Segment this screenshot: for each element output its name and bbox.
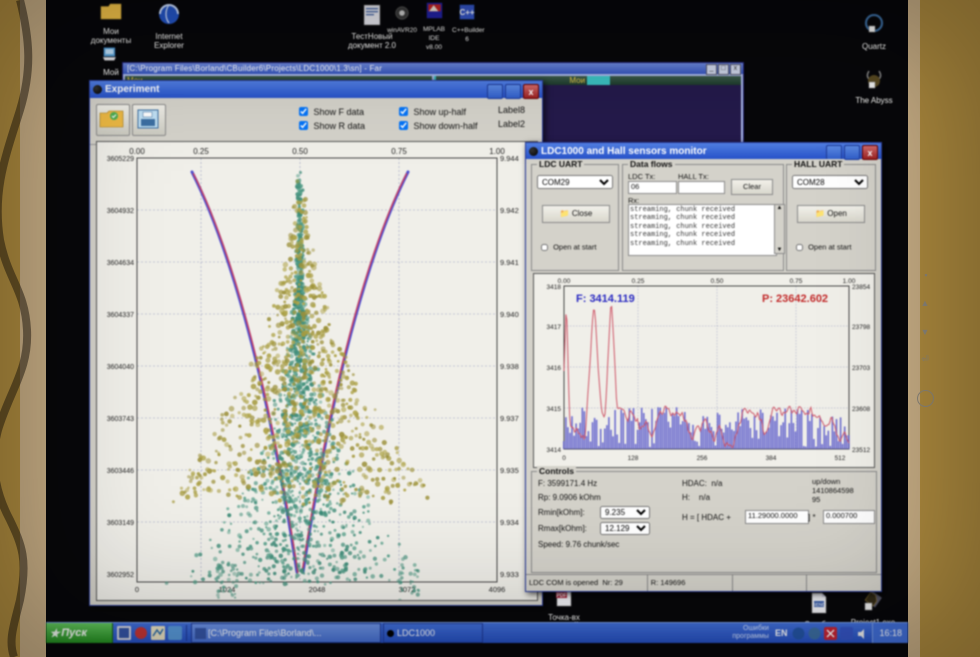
svg-text:SEND: SEND xyxy=(813,602,826,607)
svg-text:3414: 3414 xyxy=(547,447,562,454)
svg-text:0.25: 0.25 xyxy=(193,147,209,156)
svg-text:3604040: 3604040 xyxy=(107,364,134,371)
svg-text:F: 3414.119: F: 3414.119 xyxy=(576,293,635,305)
svg-text:23608: 23608 xyxy=(852,406,870,413)
svg-text:23854: 23854 xyxy=(852,284,870,291)
svg-text:128: 128 xyxy=(628,455,639,462)
svg-text:3417: 3417 xyxy=(547,324,562,331)
svg-text:3603743: 3603743 xyxy=(107,416,134,423)
svg-text:0: 0 xyxy=(135,585,139,594)
svg-text:3416: 3416 xyxy=(547,365,562,372)
svg-text:0.50: 0.50 xyxy=(711,278,724,285)
svg-text:C++: C++ xyxy=(459,8,474,17)
svg-text:9.944: 9.944 xyxy=(500,154,519,163)
svg-text:2048: 2048 xyxy=(309,585,326,594)
svg-text:4096: 4096 xyxy=(489,585,506,594)
svg-text:PDF: PDF xyxy=(557,593,567,599)
svg-text:0.00: 0.00 xyxy=(129,147,145,156)
svg-text:0: 0 xyxy=(562,455,566,462)
svg-text:9.937: 9.937 xyxy=(500,414,519,423)
svg-text:0.50: 0.50 xyxy=(292,147,308,156)
svg-text:9.938: 9.938 xyxy=(500,362,519,371)
svg-text:1024: 1024 xyxy=(219,585,236,594)
svg-text:3603149: 3603149 xyxy=(107,520,134,527)
svg-text:9.942: 9.942 xyxy=(500,206,519,215)
svg-text:9.940: 9.940 xyxy=(500,310,519,319)
svg-text:9.935: 9.935 xyxy=(500,466,519,475)
svg-text:3605229: 3605229 xyxy=(107,156,134,163)
svg-text:23798: 23798 xyxy=(852,324,870,331)
svg-text:3604634: 3604634 xyxy=(107,260,134,267)
svg-text:384: 384 xyxy=(766,455,777,462)
svg-text:0.75: 0.75 xyxy=(391,147,407,156)
svg-text:3604337: 3604337 xyxy=(107,312,134,319)
svg-text:512: 512 xyxy=(835,455,846,462)
svg-text:23512: 23512 xyxy=(852,447,870,454)
svg-text:0.75: 0.75 xyxy=(790,278,803,285)
svg-text:3415: 3415 xyxy=(547,406,562,413)
svg-text:0.25: 0.25 xyxy=(632,278,645,285)
svg-text:3604932: 3604932 xyxy=(107,208,134,215)
svg-text:9.934: 9.934 xyxy=(500,518,519,527)
svg-text:256: 256 xyxy=(697,455,708,462)
svg-text:9.933: 9.933 xyxy=(500,570,519,579)
svg-text:3418: 3418 xyxy=(547,284,562,291)
svg-text:23703: 23703 xyxy=(852,365,870,372)
svg-text:3602952: 3602952 xyxy=(107,572,134,579)
svg-text:P: 23642.602: P: 23642.602 xyxy=(762,293,828,305)
svg-text:9.941: 9.941 xyxy=(500,258,519,267)
svg-text:3603446: 3603446 xyxy=(107,468,134,475)
